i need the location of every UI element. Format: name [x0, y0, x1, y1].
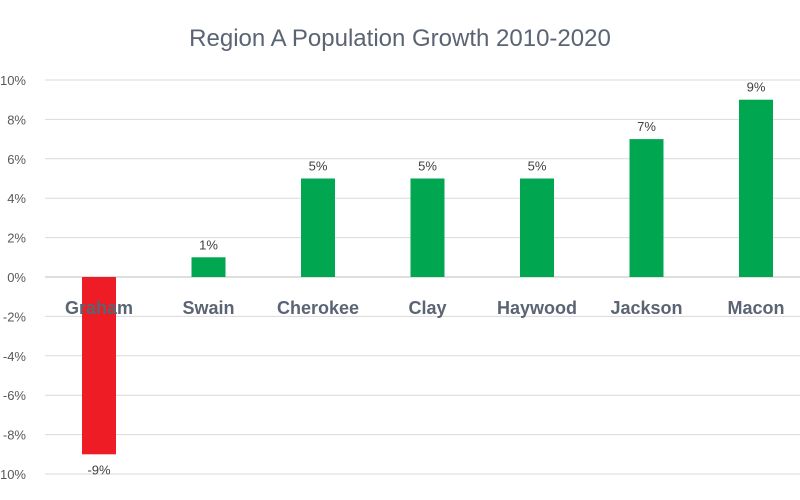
category-label-graham: Graham: [65, 298, 133, 318]
category-label-clay: Clay: [408, 298, 446, 318]
chart-title: Region A Population Growth 2010-2020: [189, 25, 611, 52]
bar-swain: [191, 257, 226, 277]
category-label-jackson: Jackson: [610, 298, 682, 318]
y-tick-label: 4%: [7, 191, 26, 206]
y-tick-label: 8%: [7, 112, 26, 127]
bar-macon: [739, 99, 773, 277]
data-label-clay: 5%: [418, 159, 437, 174]
y-tick-label: -2%: [3, 309, 27, 324]
category-label-haywood: Haywood: [497, 298, 577, 318]
bar-graham: [82, 277, 116, 455]
category-label-macon: Macon: [727, 298, 784, 318]
bar-cherokee: [301, 178, 335, 277]
y-tick-label: -8%: [3, 428, 27, 443]
y-tick-label: 10%: [0, 73, 26, 88]
bar-haywood: [520, 178, 554, 277]
y-tick-label: 0%: [7, 270, 26, 285]
data-label-swain: 1%: [199, 237, 218, 252]
data-label-cherokee: 5%: [309, 159, 328, 174]
bar-clay: [410, 178, 445, 277]
y-tick-label: 6%: [7, 152, 26, 167]
y-tick-label: -10%: [0, 467, 26, 482]
category-label-swain: Swain: [182, 298, 234, 318]
data-label-jackson: 7%: [637, 119, 656, 134]
category-labels: Graham Swain Cherokee Clay Haywood Jackson Mac…: [65, 298, 785, 318]
bar-jackson: [629, 139, 664, 277]
data-labels: -9% 1% 5% 5% 5% 7% 9%: [87, 80, 765, 478]
y-tick-label: 2%: [7, 231, 26, 246]
category-label-cherokee: Cherokee: [277, 298, 359, 318]
y-axis-tick-labels: 10% 8% 6% 4% 2% 0% -2% -4% -6% -8% -10%: [0, 73, 26, 482]
data-label-macon: 9%: [747, 80, 766, 95]
y-tick-label: -4%: [3, 349, 27, 364]
bars: [82, 99, 773, 455]
data-label-graham: -9%: [87, 462, 111, 477]
y-tick-label: -6%: [3, 388, 27, 403]
data-label-haywood: 5%: [528, 159, 547, 174]
